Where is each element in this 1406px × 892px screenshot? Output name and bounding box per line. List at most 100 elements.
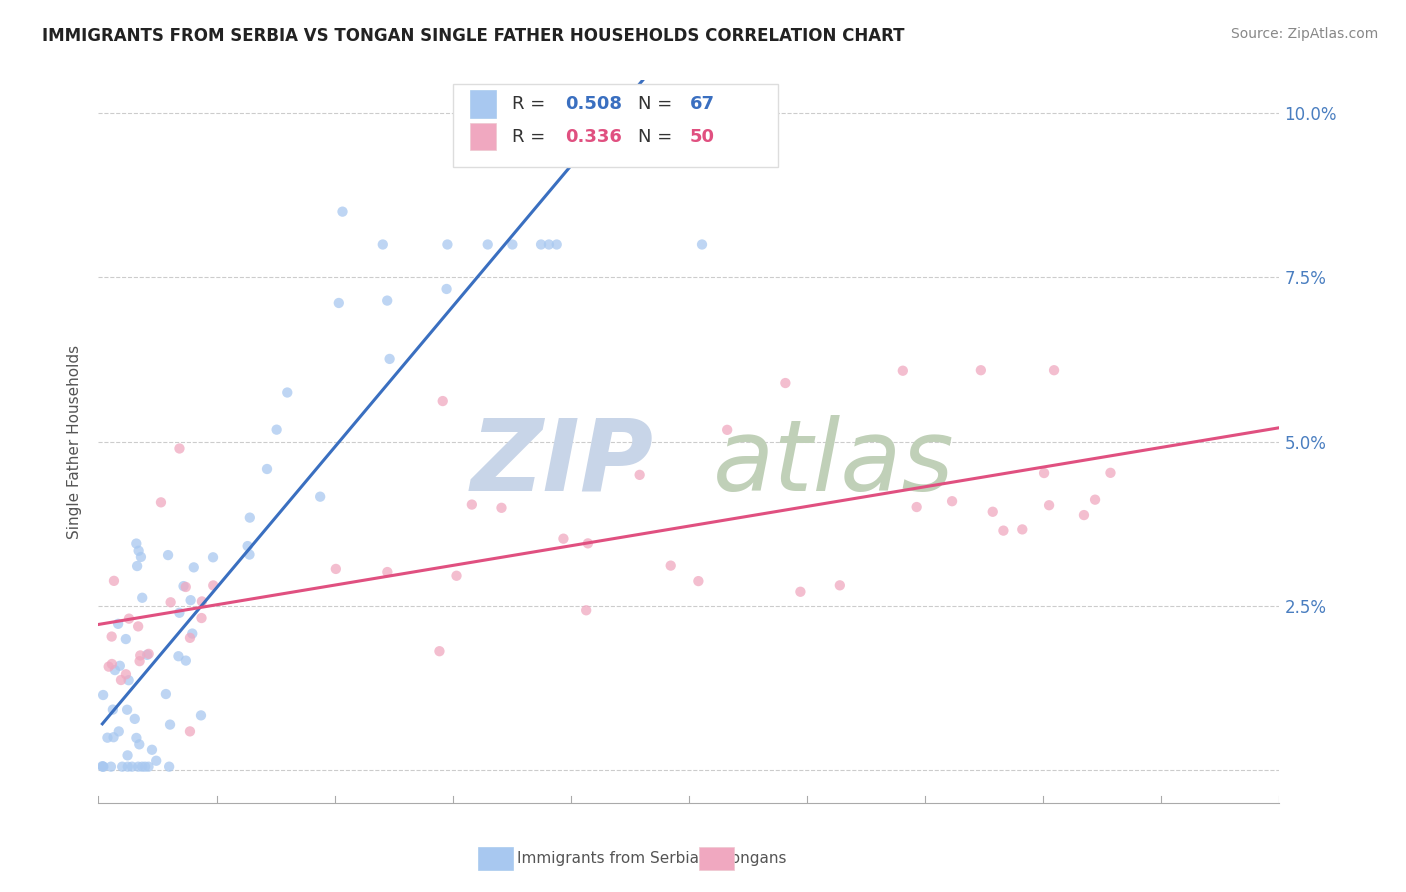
- Point: [103, 730, 125, 744]
- Point: [576, 536, 599, 550]
- Point: [131, 591, 153, 605]
- Point: [128, 737, 150, 751]
- Point: [546, 237, 568, 252]
- Point: [174, 654, 197, 668]
- Point: [103, 574, 125, 588]
- Point: [157, 760, 180, 774]
- Point: [129, 648, 152, 663]
- Text: R =: R =: [512, 95, 551, 113]
- Point: [905, 500, 928, 514]
- Point: [993, 524, 1015, 538]
- Point: [789, 584, 811, 599]
- Point: [159, 595, 181, 609]
- Point: [371, 237, 394, 252]
- Point: [190, 708, 212, 723]
- Point: [121, 760, 143, 774]
- Point: [108, 658, 131, 673]
- Text: Immigrants from Serbia: Immigrants from Serbia: [517, 852, 699, 866]
- Point: [325, 562, 347, 576]
- Text: atlas: atlas: [713, 415, 955, 512]
- Point: [91, 688, 114, 702]
- Point: [179, 724, 201, 739]
- Point: [115, 632, 138, 646]
- Point: [149, 495, 172, 509]
- Text: ZIP: ZIP: [471, 415, 654, 512]
- Point: [145, 754, 167, 768]
- Point: [155, 687, 177, 701]
- Point: [118, 612, 141, 626]
- Point: [131, 760, 153, 774]
- Point: [117, 673, 139, 688]
- Point: [1033, 466, 1056, 480]
- Point: [501, 237, 523, 252]
- Point: [107, 724, 129, 739]
- Point: [1038, 498, 1060, 512]
- Point: [491, 500, 513, 515]
- Point: [775, 376, 797, 390]
- Point: [125, 731, 148, 745]
- Point: [690, 237, 713, 252]
- Point: [91, 760, 114, 774]
- Point: [101, 703, 124, 717]
- Point: [138, 760, 160, 774]
- Point: [432, 394, 454, 409]
- Point: [167, 649, 190, 664]
- Point: [127, 760, 149, 774]
- Point: [688, 574, 710, 588]
- Point: [716, 423, 738, 437]
- Point: [97, 659, 120, 673]
- Point: [202, 550, 225, 565]
- Point: [436, 237, 458, 252]
- Point: [190, 611, 212, 625]
- Point: [128, 654, 150, 668]
- Point: [100, 760, 122, 774]
- Point: [180, 593, 202, 607]
- Point: [332, 204, 354, 219]
- Point: [128, 543, 150, 558]
- Point: [115, 667, 138, 681]
- Point: [256, 462, 278, 476]
- Point: [238, 548, 260, 562]
- Point: [157, 548, 180, 562]
- Point: [169, 606, 191, 620]
- Point: [1043, 363, 1066, 377]
- Point: [110, 673, 132, 687]
- Text: N =: N =: [638, 95, 678, 113]
- Point: [96, 731, 118, 745]
- Point: [174, 580, 197, 594]
- FancyBboxPatch shape: [453, 84, 778, 167]
- Bar: [471, 90, 496, 118]
- Point: [202, 578, 225, 592]
- Point: [537, 237, 560, 252]
- Text: IMMIGRANTS FROM SERBIA VS TONGAN SINGLE FATHER HOUSEHOLDS CORRELATION CHART: IMMIGRANTS FROM SERBIA VS TONGAN SINGLE …: [42, 27, 904, 45]
- Point: [1073, 508, 1095, 522]
- Point: [378, 351, 401, 366]
- Point: [239, 510, 262, 524]
- Point: [575, 603, 598, 617]
- Point: [266, 423, 288, 437]
- Point: [93, 760, 115, 774]
- Point: [891, 364, 914, 378]
- Point: [276, 385, 298, 400]
- Y-axis label: Single Father Households: Single Father Households: [67, 344, 83, 539]
- Point: [104, 663, 127, 677]
- Point: [138, 647, 160, 661]
- Point: [169, 442, 191, 456]
- Text: Source: ZipAtlas.com: Source: ZipAtlas.com: [1230, 27, 1378, 41]
- Point: [91, 759, 114, 773]
- Point: [328, 296, 350, 310]
- Point: [553, 532, 575, 546]
- Point: [117, 760, 139, 774]
- Point: [127, 619, 149, 633]
- Point: [828, 578, 851, 592]
- Point: [461, 498, 484, 512]
- Point: [111, 760, 134, 774]
- Text: Tongans: Tongans: [724, 852, 786, 866]
- Point: [1011, 522, 1033, 536]
- Point: [100, 630, 122, 644]
- Point: [115, 703, 138, 717]
- Point: [107, 616, 129, 631]
- Point: [181, 626, 204, 640]
- Text: 67: 67: [690, 95, 716, 113]
- Point: [477, 237, 499, 252]
